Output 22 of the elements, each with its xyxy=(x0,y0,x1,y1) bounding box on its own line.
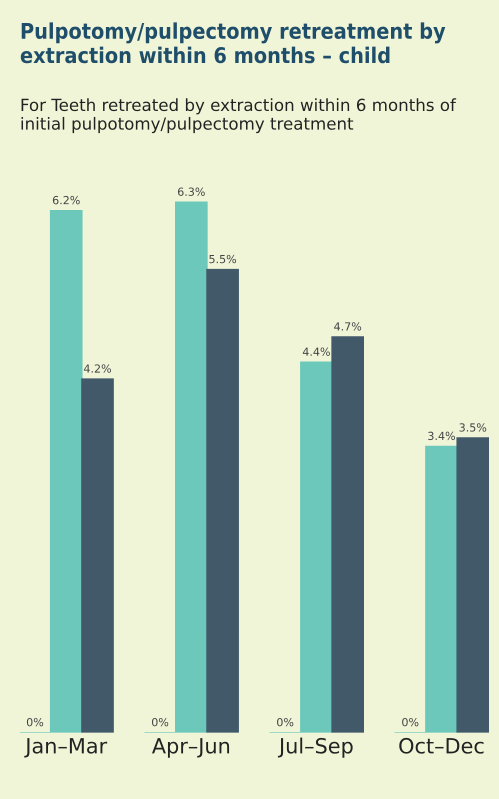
data-label: 5.5% xyxy=(209,254,236,264)
data-label: 6.3% xyxy=(178,188,205,196)
x-tick-label: Jan–Mar xyxy=(24,738,108,758)
data-label: 4.2% xyxy=(84,364,112,373)
data-label: 0% xyxy=(277,718,294,726)
x-tick-label: Oct–Dec xyxy=(399,738,484,754)
data-label: 3.4% xyxy=(428,432,455,440)
bar xyxy=(331,336,364,733)
data-label: 3.5% xyxy=(459,423,486,432)
bar xyxy=(206,268,239,733)
x-tick-label: Apr–Jun xyxy=(152,738,230,758)
chart-title: Pulpotomy/pulpectomy retreatment by extraction within 6 months – child xyxy=(20,22,446,64)
bar xyxy=(81,378,114,733)
data-label: 4.7% xyxy=(334,322,362,331)
chart-subtitle: For Teeth retreated by extraction within 6 months of initial pulpotomy/pulpectomy treatment xyxy=(22,98,456,134)
data-label: 4.4% xyxy=(302,347,330,356)
data-label: 0% xyxy=(152,718,168,726)
bar xyxy=(456,437,490,733)
data-label: 0% xyxy=(402,718,418,726)
data-label: 6.2% xyxy=(52,196,80,204)
data-label: 0% xyxy=(26,718,44,726)
x-tick-label: Jul–Sep xyxy=(278,738,353,758)
